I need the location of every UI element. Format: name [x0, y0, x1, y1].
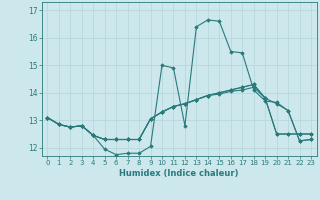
X-axis label: Humidex (Indice chaleur): Humidex (Indice chaleur): [119, 169, 239, 178]
